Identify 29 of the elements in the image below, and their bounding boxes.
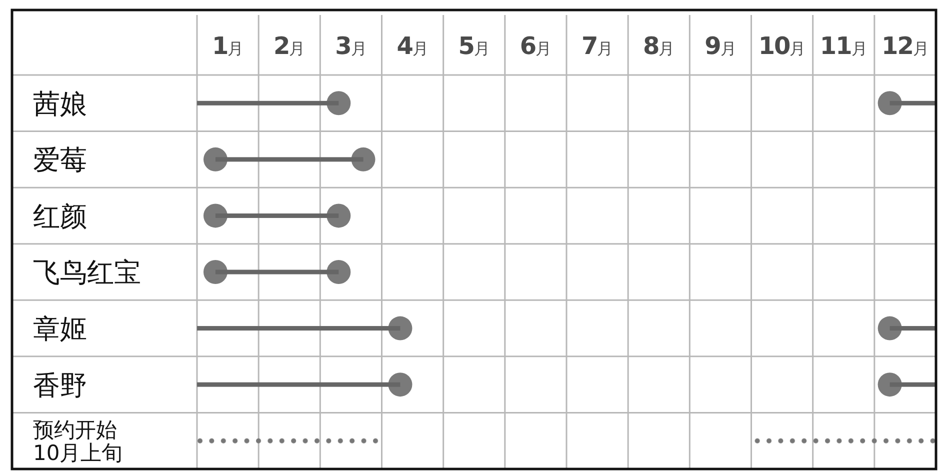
x-tick-label: 5月 [458,32,490,60]
x-tick-label: 9月 [704,32,736,60]
bar [197,382,400,387]
bar [215,213,339,218]
bar [197,326,400,331]
y-tick-label: 香野 [33,370,87,402]
x-tick-label: 7月 [581,32,614,60]
bar [890,100,936,106]
bar [215,157,364,162]
x-tick-label: 3月 [335,32,367,60]
x-tick-label: 2月 [274,32,306,60]
bar [215,270,339,274]
x-tick-label: 6月 [520,32,552,60]
x-tick-label: 4月 [396,32,428,60]
y-tick-label: 飞鸟红宝 [33,258,141,289]
y-tick-label: 茜娘 [33,88,87,120]
x-tick-label: 10月 [758,32,806,60]
x-tick-label: 12月 [882,32,929,60]
y-tick-label: 红颜 [33,201,87,232]
bar [197,438,379,444]
x-tick-label: 8月 [643,32,675,60]
x-tick-label: 11月 [820,32,868,60]
bar [890,382,936,387]
x-tick-label: 1月 [212,32,244,60]
bar [197,100,339,106]
bar [890,326,936,331]
y-tick-label: 爱莓 [33,145,87,176]
y-tick-label: 预约开始 10月上旬 [33,418,123,465]
y-tick-label: 章姬 [33,314,87,346]
